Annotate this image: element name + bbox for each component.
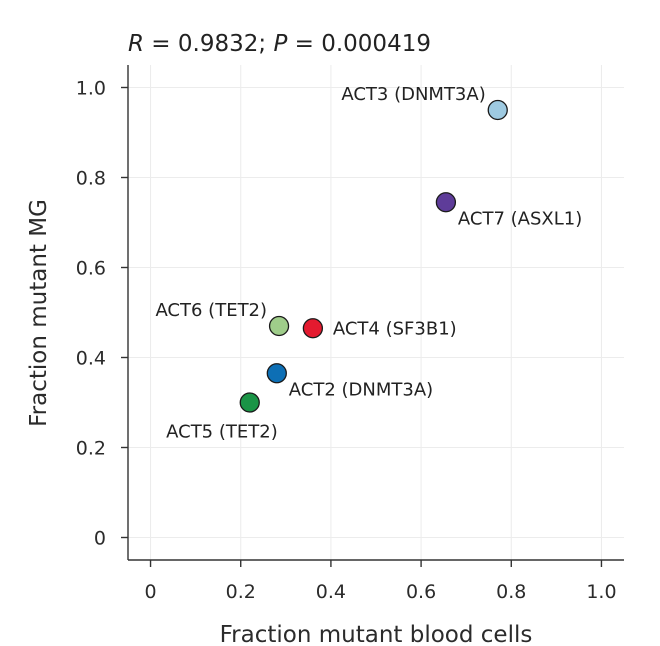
- y-tick-label: 0: [94, 528, 106, 550]
- point-label-act5: ACT5 (TET2): [166, 422, 278, 443]
- x-tick-label: 0: [144, 581, 156, 603]
- x-tick-label: 0.6: [406, 581, 436, 603]
- data-point-act2: [266, 363, 287, 384]
- point-label-act6: ACT6 (TET2): [155, 300, 267, 321]
- x-tick-label: 0.8: [496, 581, 526, 603]
- axes: [127, 65, 624, 561]
- point-label-act3: ACT3 (DNMT3A): [341, 84, 485, 105]
- y-tick-label: 1.0: [76, 78, 106, 100]
- y-axis-title: Fraction mutant MG: [26, 199, 52, 427]
- data-point-act6: [268, 315, 290, 337]
- y-tick-label: 0.4: [76, 348, 106, 370]
- x-tick-label: 1.0: [586, 581, 616, 603]
- correlation-stats: R = 0.9832; P = 0.000419: [128, 31, 431, 57]
- point-labels: ACT3 (DNMT3A) ACT7 (ASXL1) ACT6 (TET2) ACT4…: [155, 84, 582, 443]
- data-point-act5: [239, 392, 260, 413]
- x-axis-title: Fraction mutant blood cells: [220, 622, 533, 646]
- data-point-act4: [302, 318, 324, 339]
- y-tick-label: 0.6: [76, 258, 106, 280]
- x-tick-label: 0.4: [316, 581, 346, 603]
- point-label-act7: ACT7 (ASXL1): [458, 208, 582, 229]
- ticks: 0 0.2 0.4 0.6 0.8 1.0 0 0.2 0.4 0.6 0.8 1.0: [76, 78, 617, 604]
- grid: [128, 65, 624, 560]
- data-point-act3: [487, 99, 508, 121]
- point-label-act4: ACT4 (SF3B1): [333, 318, 457, 339]
- x-tick-label: 0.2: [226, 581, 256, 603]
- y-tick-label: 0.2: [76, 438, 106, 460]
- data-points: [239, 99, 508, 413]
- y-tick-label: 0.8: [76, 168, 106, 190]
- data-point-act7: [435, 192, 457, 213]
- point-label-act2: ACT2 (DNMT3A): [289, 379, 433, 400]
